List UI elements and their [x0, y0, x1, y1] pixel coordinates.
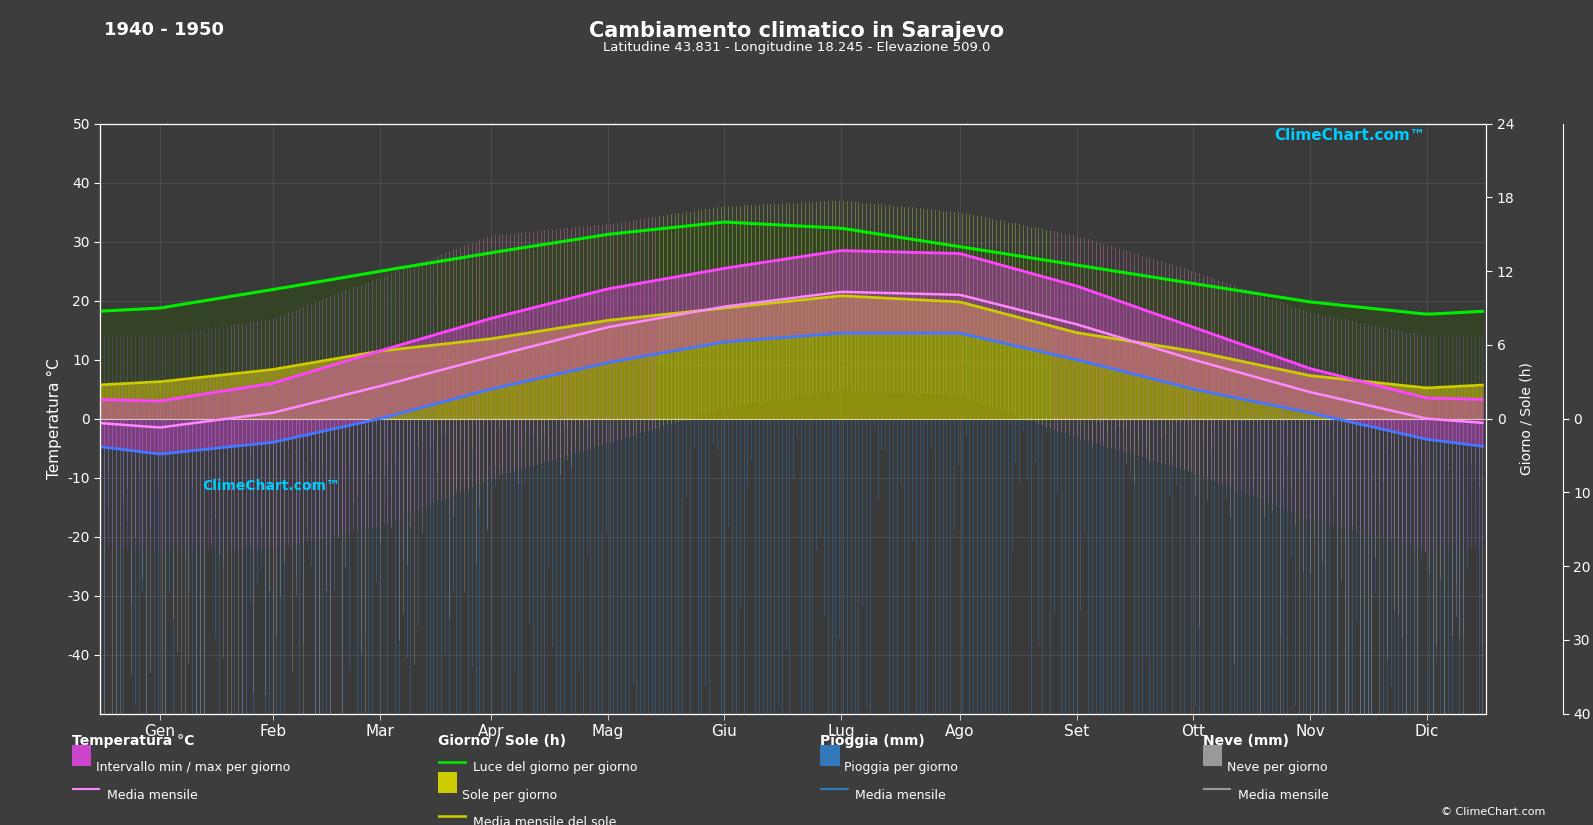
- Text: Sole per giorno: Sole per giorno: [462, 789, 558, 802]
- Text: Media mensile: Media mensile: [107, 789, 198, 802]
- Text: Media mensile: Media mensile: [1238, 789, 1329, 802]
- Text: Pioggia (mm): Pioggia (mm): [820, 734, 926, 748]
- Text: Latitudine 43.831 - Longitudine 18.245 - Elevazione 509.0: Latitudine 43.831 - Longitudine 18.245 -…: [602, 41, 991, 54]
- Text: ClimeChart.com™: ClimeChart.com™: [202, 478, 341, 493]
- Text: ClimeChart.com™: ClimeChart.com™: [1274, 128, 1426, 143]
- Text: Neve per giorno: Neve per giorno: [1227, 761, 1327, 775]
- Text: Temperatura °C: Temperatura °C: [72, 734, 194, 748]
- Text: Cambiamento climatico in Sarajevo: Cambiamento climatico in Sarajevo: [589, 21, 1004, 40]
- Text: Media mensile: Media mensile: [855, 789, 946, 802]
- Text: Giorno / Sole (h): Giorno / Sole (h): [438, 734, 566, 748]
- Text: 1940 - 1950: 1940 - 1950: [104, 21, 223, 39]
- Text: Pioggia per giorno: Pioggia per giorno: [844, 761, 957, 775]
- Text: © ClimeChart.com: © ClimeChart.com: [1440, 807, 1545, 817]
- Text: Neve (mm): Neve (mm): [1203, 734, 1289, 748]
- Y-axis label: Temperatura °C: Temperatura °C: [46, 358, 62, 479]
- Text: Media mensile del sole: Media mensile del sole: [473, 816, 616, 825]
- Text: Luce del giorno per giorno: Luce del giorno per giorno: [473, 761, 637, 775]
- Text: Intervallo min / max per giorno: Intervallo min / max per giorno: [96, 761, 290, 775]
- Y-axis label: Giorno / Sole (h): Giorno / Sole (h): [1520, 362, 1534, 475]
